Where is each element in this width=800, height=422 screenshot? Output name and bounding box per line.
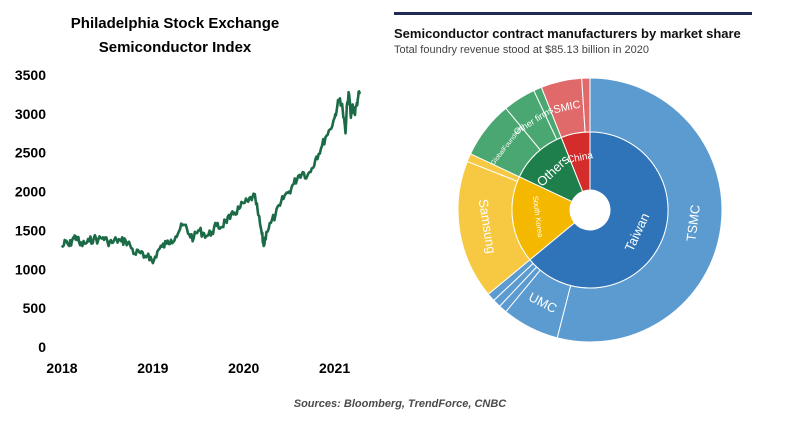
y-axis-ticks: 3500 3000 2500 2000 1500 1000 500 0 [15,67,46,355]
x-tick-label: 2020 [228,360,259,376]
sources-caption: Sources: Bloomberg, TrendForce, CNBC [293,398,507,410]
inner-ring [511,131,669,289]
x-tick-label: 2021 [319,360,350,376]
line-chart-title-line-1: Philadelphia Stock Exchange [71,15,279,32]
sunburst-subtitle: Total foundry revenue stood at $85.13 bi… [394,44,649,56]
y-tick-label: 0 [38,339,46,355]
index-series-line [60,90,362,265]
x-tick-label: 2019 [137,360,168,376]
line-chart-title-line-2: Semiconductor Index [99,39,252,56]
y-tick-label: 500 [23,300,47,316]
semiconductor-index-line-chart: Philadelphia Stock Exchange Semiconducto… [15,15,362,376]
x-axis-ticks: 2018 2019 2020 2021 [46,360,350,376]
y-tick-label: 2000 [15,184,46,200]
x-tick-label: 2018 [46,360,77,376]
inner-label: China [566,150,594,166]
y-tick-label: 1500 [15,222,46,238]
header-rule [394,12,752,15]
outer-label: SMIC [552,99,582,117]
y-tick-label: 2500 [15,145,46,161]
outer-label: TSMC [683,204,702,242]
y-tick-label: 3000 [15,106,46,122]
foundry-market-share-sunburst: Semiconductor contract manufacturers by … [394,12,752,343]
center-hole [570,190,610,230]
y-tick-label: 1000 [15,261,46,277]
sunburst-title: Semiconductor contract manufacturers by … [394,26,741,41]
y-tick-label: 3500 [15,67,46,83]
